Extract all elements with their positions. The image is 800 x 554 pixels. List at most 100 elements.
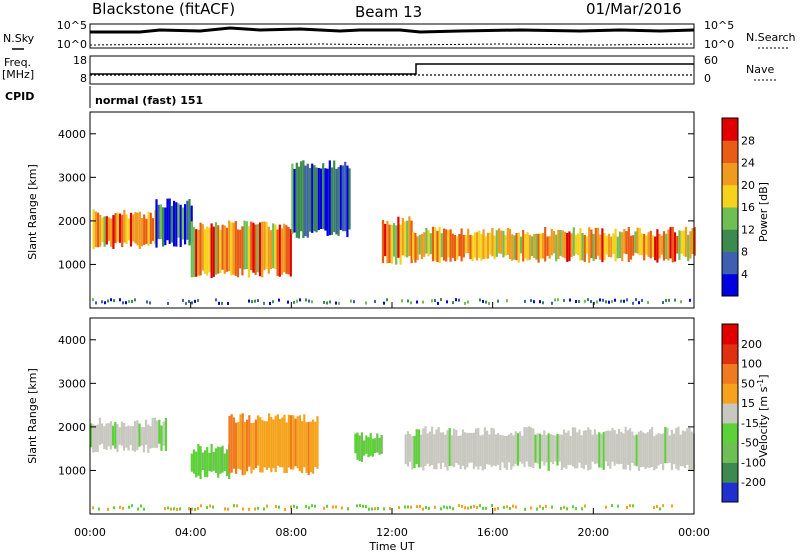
freq-panel-frame [89, 55, 695, 85]
data-column [684, 431, 687, 469]
data-column [548, 236, 551, 259]
data-column [263, 221, 266, 271]
data-column [143, 214, 146, 245]
data-column [534, 434, 537, 463]
data-column [415, 429, 418, 465]
data-column [591, 434, 594, 462]
data-column [431, 426, 434, 466]
data-column [279, 419, 282, 468]
ground-scatter-mark [473, 504, 475, 508]
ground-scatter-mark [485, 506, 487, 510]
data-column [439, 432, 442, 469]
data-column [420, 234, 424, 260]
data-column [157, 204, 160, 240]
data-column [563, 429, 566, 468]
data-column [516, 433, 519, 466]
ground-scatter-mark [308, 506, 310, 510]
data-column [527, 426, 530, 467]
ground-scatter-mark [542, 301, 544, 305]
ground-scatter-mark [122, 506, 124, 510]
data-column [147, 211, 150, 246]
ground-scatter-mark [506, 505, 508, 509]
colorbar-segment [722, 363, 738, 384]
freq-panel: Freq. [MHz] 18 8 60 0 Nave [2, 54, 776, 85]
freq-left-tick: 8 [80, 72, 87, 85]
data-column [99, 214, 102, 247]
data-column [344, 161, 347, 232]
data-column [356, 432, 359, 460]
data-column [230, 414, 233, 473]
data-column [530, 236, 534, 256]
ground-scatter-mark [464, 301, 466, 305]
ground-scatter-mark [623, 299, 625, 303]
ground-scatter-mark [458, 298, 460, 302]
data-column [243, 220, 246, 270]
data-column [341, 165, 345, 232]
data-column [537, 233, 540, 263]
colorbar-tick-label: -200 [741, 476, 766, 489]
colorbar-tick-label: 200 [741, 338, 762, 351]
data-column [689, 231, 692, 259]
data-column [315, 167, 318, 233]
sky-panel: N.Sky 10^5 10^0 10^5 10^0 N.Search [3, 19, 796, 51]
ground-scatter-mark [536, 507, 538, 511]
data-column [116, 212, 119, 242]
ground-scatter-mark [530, 506, 532, 510]
y-tick-label: 4000 [58, 128, 86, 141]
data-column [326, 168, 329, 236]
data-column [587, 427, 590, 471]
data-column [648, 429, 651, 468]
ground-scatter-mark [584, 504, 586, 508]
data-column [223, 453, 226, 471]
data-column [140, 218, 144, 247]
freq-right-tick: 60 [704, 54, 718, 67]
ground-scatter-mark [611, 300, 613, 304]
data-column [96, 424, 99, 453]
data-column [294, 418, 297, 467]
data-column [417, 429, 420, 468]
ground-scatter-mark [581, 507, 583, 511]
ground-scatter-mark [662, 300, 664, 304]
ground-scatter-mark [593, 301, 595, 305]
data-column [612, 233, 615, 254]
data-column [447, 230, 450, 258]
x-tick-label: 00:00 [678, 526, 710, 539]
data-column [624, 426, 627, 470]
data-column [477, 428, 480, 470]
data-column [164, 207, 167, 246]
power-colorbar-label: Power [dB] [757, 182, 770, 242]
data-column [567, 430, 570, 466]
data-column [236, 229, 240, 278]
data-column [638, 228, 641, 256]
data-column [177, 203, 180, 238]
data-column [678, 230, 681, 260]
ground-scatter-mark [497, 299, 499, 303]
data-column [225, 449, 229, 477]
ground-scatter-mark [653, 506, 655, 510]
data-column [423, 232, 426, 257]
x-tick-label: 00:00 [74, 526, 106, 539]
data-column [472, 432, 475, 470]
data-column [297, 166, 301, 239]
colorbar-tick-label: 4 [741, 268, 748, 281]
colorbar-segment [722, 383, 738, 404]
data-column [550, 228, 553, 256]
y-tick-label: 3000 [58, 171, 86, 184]
ground-scatter-mark [122, 301, 124, 305]
data-column [234, 221, 237, 276]
colorbar-tick-label: 100 [741, 358, 762, 371]
ground-scatter-mark [224, 507, 226, 511]
data-column [631, 431, 634, 463]
ground-scatter-mark [647, 300, 649, 304]
data-column [138, 423, 141, 447]
ground-scatter-mark [365, 505, 367, 509]
ground-scatter-mark [263, 301, 265, 305]
data-column [609, 430, 612, 469]
ground-scatter-mark [353, 300, 355, 304]
power-marks [92, 160, 696, 305]
data-column [280, 228, 284, 275]
ground-scatter-mark [563, 505, 565, 509]
data-column [656, 229, 659, 263]
data-column [403, 221, 407, 257]
data-column [192, 227, 196, 278]
